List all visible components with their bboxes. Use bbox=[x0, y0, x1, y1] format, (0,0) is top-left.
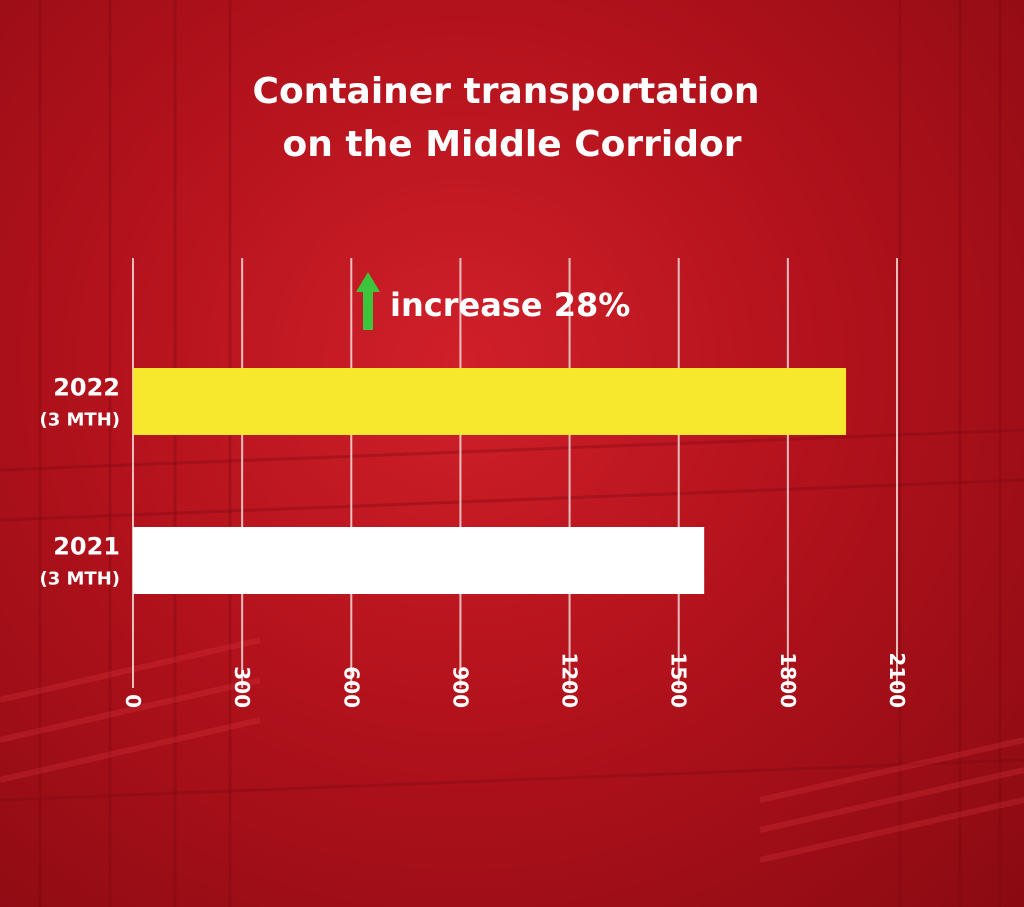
chart-title-line-1: Container transportation bbox=[253, 71, 760, 112]
x-tick-label-1500: 1500 bbox=[667, 652, 691, 708]
x-tick-label-900: 900 bbox=[448, 666, 472, 708]
x-tick-label-1200: 1200 bbox=[558, 652, 582, 708]
category-labels: 2022 (3 MTH) 2021 (3 MTH) bbox=[40, 374, 121, 590]
category-label-2022: 2022 bbox=[53, 374, 120, 402]
category-period-2022: (3 MTH) bbox=[40, 410, 121, 431]
x-tick-label-2100: 2100 bbox=[885, 652, 909, 708]
category-period-2021: (3 MTH) bbox=[40, 569, 121, 590]
bar-2021 bbox=[133, 527, 705, 594]
x-tick-label-0: 0 bbox=[121, 694, 145, 708]
category-label-2021: 2021 bbox=[53, 533, 120, 561]
increase-label: increase 28% bbox=[390, 286, 630, 324]
x-tick-label-1800: 1800 bbox=[776, 652, 800, 708]
bar-2022 bbox=[133, 368, 847, 435]
up-arrow-icon bbox=[356, 272, 380, 330]
gridlines bbox=[132, 258, 898, 688]
increase-annotation: increase 28% bbox=[356, 272, 630, 330]
bars bbox=[133, 368, 847, 594]
x-axis-ticks: 0 300 600 900 1200 1500 1800 2100 bbox=[121, 652, 909, 708]
x-tick-label-300: 300 bbox=[230, 666, 254, 708]
chart-title-line-2: on the Middle Corridor bbox=[283, 124, 742, 165]
x-tick-label-600: 600 bbox=[339, 666, 363, 708]
